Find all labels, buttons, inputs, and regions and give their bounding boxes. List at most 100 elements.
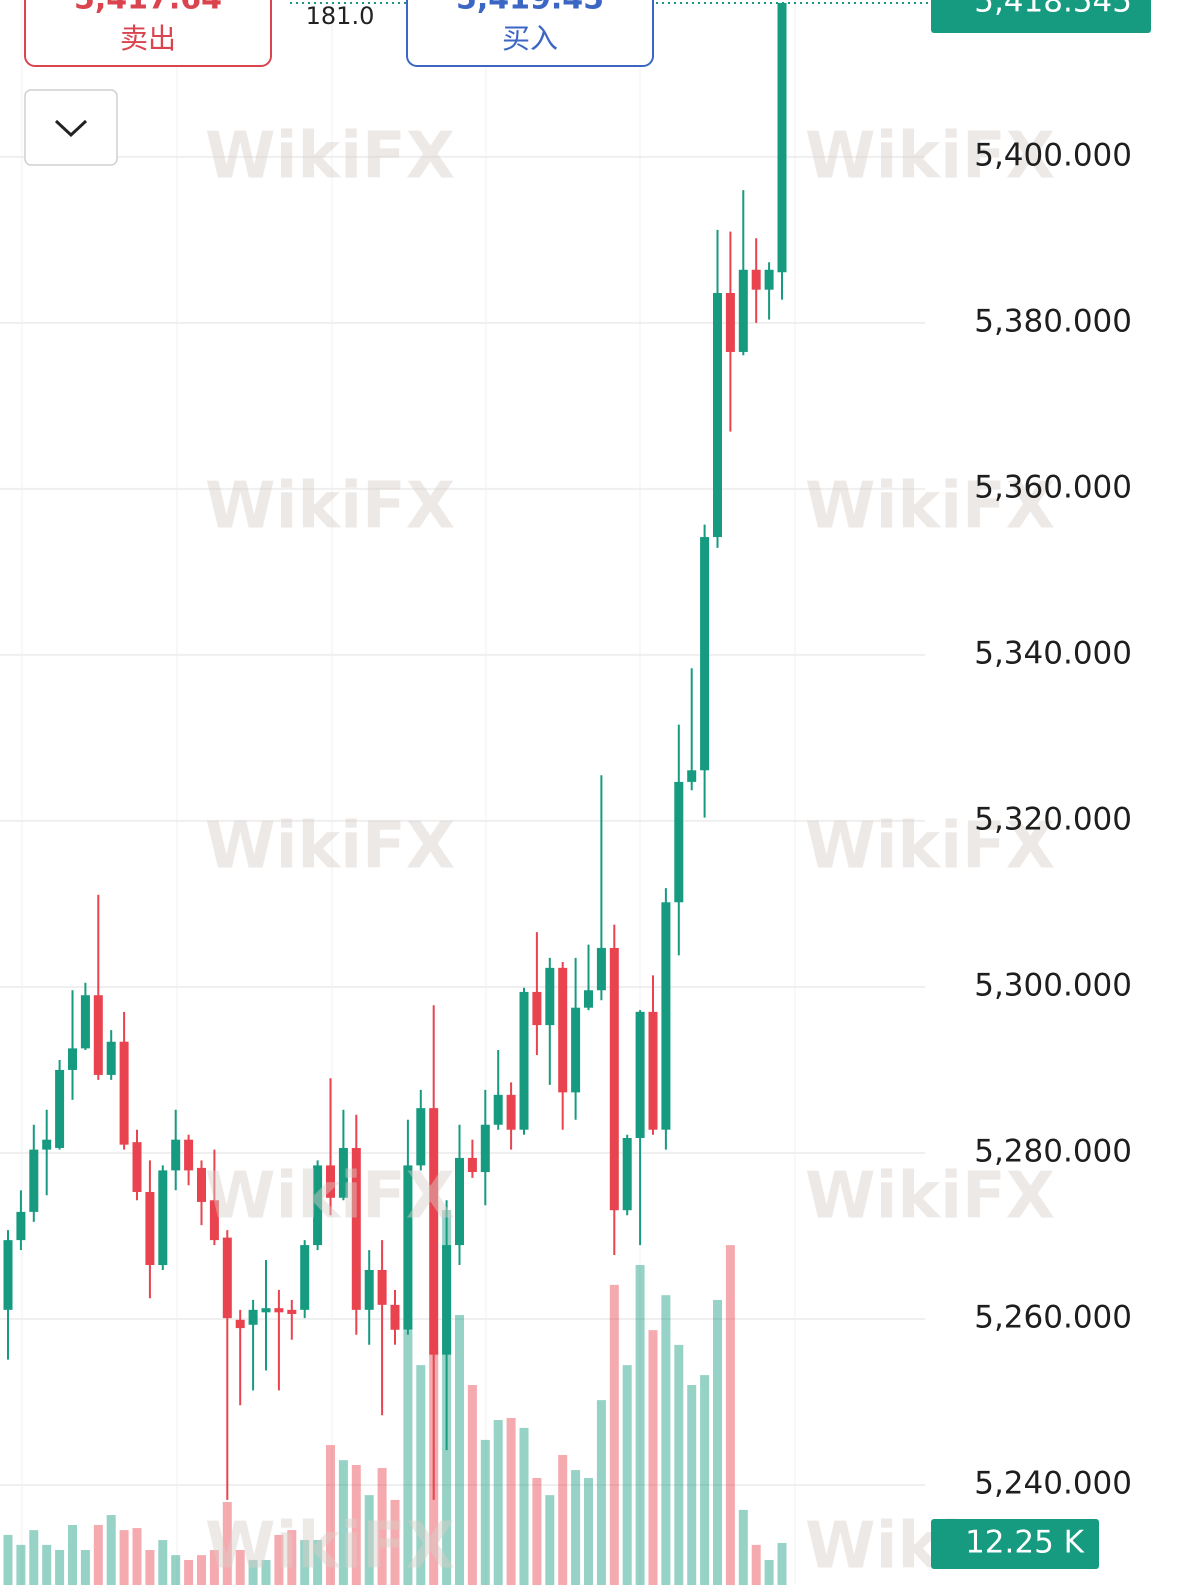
y-tick-label: 5,320.000 bbox=[974, 801, 1132, 837]
volume-bar bbox=[584, 1477, 593, 1585]
watermark: WikiFX bbox=[805, 810, 1055, 884]
candle-body bbox=[274, 1308, 284, 1313]
volume-bar bbox=[545, 1495, 555, 1585]
volume-bar bbox=[661, 1295, 671, 1585]
volume-bar bbox=[377, 1468, 387, 1585]
volume-bar bbox=[222, 1501, 232, 1585]
y-tick-label: 5,380.000 bbox=[974, 303, 1132, 339]
candle-body bbox=[364, 1269, 374, 1310]
marks bbox=[0, 1, 930, 1585]
volume-bar bbox=[416, 1365, 426, 1585]
candle-body bbox=[132, 1142, 142, 1192]
volume-bar bbox=[287, 1530, 297, 1585]
candle-body bbox=[661, 902, 671, 1130]
candle-body bbox=[493, 1094, 503, 1125]
volume-bar bbox=[351, 1464, 361, 1585]
volume-bar bbox=[506, 1417, 516, 1585]
volume-bar bbox=[674, 1344, 684, 1585]
chevron bbox=[54, 119, 88, 138]
volume-bar bbox=[777, 1542, 787, 1585]
watermark: WikiFX bbox=[805, 470, 1055, 544]
volume-bar bbox=[119, 1530, 129, 1585]
volume-bar bbox=[29, 1530, 39, 1585]
volume-bar bbox=[235, 1550, 245, 1585]
candle-body bbox=[700, 537, 710, 771]
y-tick-label: 5,340.000 bbox=[974, 635, 1132, 671]
y-tick-label: 5,280.000 bbox=[974, 1133, 1132, 1169]
volume-bar bbox=[42, 1544, 52, 1585]
volume-bar bbox=[596, 1400, 606, 1585]
current-volume-label: 12.25 K bbox=[965, 1524, 1085, 1560]
candle-body bbox=[248, 1309, 258, 1325]
candle-body bbox=[764, 269, 774, 290]
grid bbox=[21, 0, 796, 1585]
volume-bar bbox=[403, 1330, 413, 1585]
dropdown[interactable] bbox=[24, 89, 118, 166]
candle-body bbox=[222, 1237, 232, 1319]
candle-body bbox=[16, 1211, 26, 1241]
volume-bar bbox=[648, 1330, 658, 1585]
buy-label: 买入 bbox=[502, 22, 558, 55]
current-price-box bbox=[931, 0, 1151, 33]
volume-bar bbox=[145, 1550, 155, 1585]
candle-body bbox=[622, 1138, 632, 1211]
candle-body bbox=[674, 781, 684, 903]
volume-bar bbox=[80, 1550, 90, 1585]
candle-body bbox=[68, 1048, 77, 1070]
candle-body bbox=[777, 2, 787, 273]
candle-body bbox=[338, 1147, 348, 1198]
volume-bar bbox=[248, 1559, 258, 1585]
candle-body bbox=[480, 1124, 490, 1173]
watermark: WikiFX bbox=[805, 1160, 1055, 1234]
volume-bar bbox=[635, 1264, 645, 1585]
volume-bar bbox=[480, 1439, 490, 1585]
candle-body bbox=[235, 1319, 245, 1329]
candle-body bbox=[455, 1157, 464, 1246]
volume-bar bbox=[455, 1315, 464, 1585]
volume-bar bbox=[55, 1550, 65, 1585]
current-price-label: 5,418.545 bbox=[974, 0, 1132, 19]
sell-price: 5,417.64 bbox=[74, 0, 222, 17]
candle-body bbox=[532, 991, 542, 1026]
candle-body bbox=[300, 1245, 310, 1310]
candle-body bbox=[648, 1011, 658, 1130]
y-tick-label: 5,240.000 bbox=[974, 1465, 1132, 1501]
candle-body bbox=[351, 1147, 361, 1310]
volume-bar bbox=[493, 1420, 503, 1585]
candle-body bbox=[55, 1069, 65, 1148]
candle-body bbox=[558, 967, 568, 1093]
volume-bar bbox=[313, 1540, 323, 1585]
candle-body bbox=[416, 1108, 426, 1166]
watermark: WikiFX bbox=[205, 1510, 455, 1584]
volume-bar bbox=[764, 1559, 774, 1585]
candle-body bbox=[261, 1308, 271, 1313]
candle-body bbox=[584, 990, 593, 1008]
candle-body bbox=[287, 1309, 297, 1314]
candle-body bbox=[326, 1165, 335, 1198]
y-tick-label: 5,360.000 bbox=[974, 469, 1132, 505]
spread: 181.0 bbox=[306, 2, 375, 30]
candle-body bbox=[596, 947, 606, 991]
candle-body bbox=[106, 1041, 116, 1075]
volume-bar bbox=[106, 1515, 116, 1585]
buy-button[interactable] bbox=[406, 0, 654, 67]
volume-bar bbox=[3, 1534, 13, 1585]
candle-body bbox=[184, 1139, 194, 1171]
volume-bar bbox=[700, 1375, 710, 1585]
volume-bar bbox=[274, 1534, 284, 1585]
candle-body bbox=[403, 1165, 413, 1330]
candle-body bbox=[429, 1108, 439, 1355]
volume-bar bbox=[622, 1365, 632, 1585]
watermark: WikiFX bbox=[205, 120, 455, 194]
candle-body bbox=[687, 770, 697, 782]
volume-bar bbox=[390, 1499, 400, 1585]
volume-bar bbox=[558, 1455, 568, 1585]
sell-button[interactable] bbox=[24, 0, 272, 67]
watermark: WikiFX bbox=[205, 810, 455, 884]
current-volume-box bbox=[931, 1518, 1099, 1569]
candle-body bbox=[197, 1167, 206, 1202]
volume-bar bbox=[713, 1299, 722, 1585]
volume-bar bbox=[338, 1460, 348, 1585]
